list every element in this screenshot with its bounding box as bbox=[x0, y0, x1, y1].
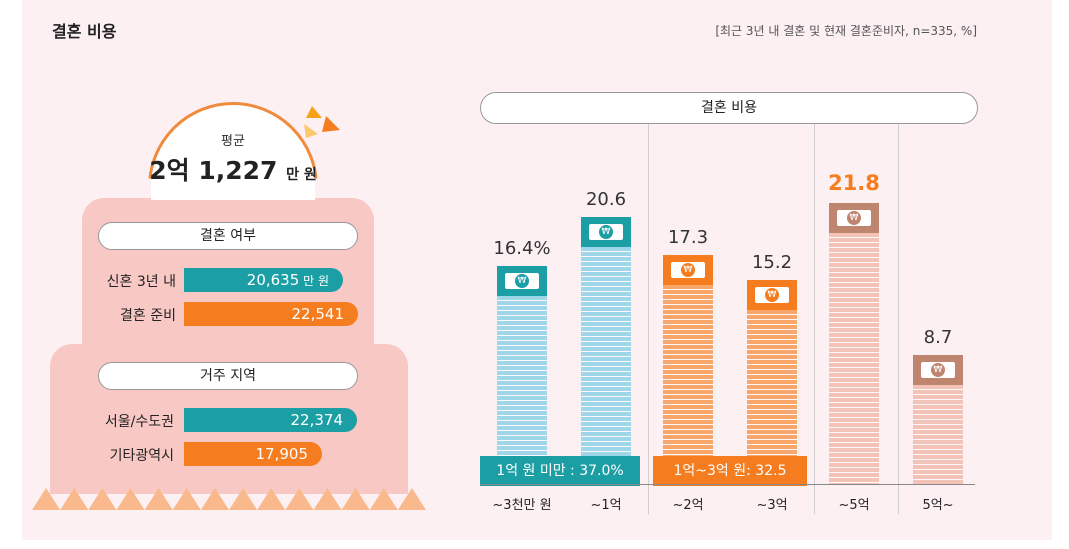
group-separator bbox=[648, 124, 649, 514]
bar-value-label: 15.2 bbox=[751, 252, 793, 273]
bar-3 bbox=[747, 280, 797, 484]
banknote-icon: ₩ bbox=[663, 255, 713, 285]
row-bar: 20,635 만 원 bbox=[184, 268, 343, 292]
category-label: ~1억 bbox=[590, 498, 622, 513]
section-title-1: 거주 지역 bbox=[98, 362, 358, 390]
cake-scalloped-base bbox=[32, 488, 426, 510]
chart-baseline bbox=[480, 484, 975, 485]
bar-value-label: 8.7 bbox=[923, 327, 953, 348]
row-bar: 17,905 bbox=[184, 442, 322, 466]
bar-2 bbox=[663, 255, 713, 484]
category-label: ~3억 bbox=[756, 498, 788, 513]
page-title: 결혼 비용 bbox=[52, 22, 117, 41]
sparkle-decoration-icon bbox=[304, 106, 340, 138]
bar-value-label: 17.3 bbox=[667, 227, 709, 248]
bar-value-label: 16.4% bbox=[493, 238, 551, 259]
row-bar: 22,541 bbox=[184, 302, 358, 326]
row-value: 22,541 bbox=[291, 305, 345, 323]
category-label: ~2억 bbox=[672, 498, 704, 513]
category-label: ~5억 bbox=[838, 498, 870, 513]
category-label: ~3천만 원 bbox=[492, 498, 552, 513]
group-summary-label: 1억 원 미만 : 37.0% bbox=[480, 456, 640, 486]
row-unit: 만 원 bbox=[299, 274, 329, 288]
banknote-icon: ₩ bbox=[829, 203, 879, 233]
row-label: 결혼 준비 bbox=[120, 308, 176, 324]
banknote-icon: ₩ bbox=[747, 280, 797, 310]
row-label: 기타광역시 bbox=[109, 448, 174, 464]
bar-0 bbox=[497, 266, 547, 484]
group-separator bbox=[898, 124, 899, 514]
row-label: 신혼 3년 내 bbox=[106, 274, 176, 290]
group-separator bbox=[814, 124, 815, 514]
banknote-icon: ₩ bbox=[497, 266, 547, 296]
row-value: 20,635 bbox=[246, 271, 300, 289]
section-title-0: 결혼 여부 bbox=[98, 222, 358, 250]
bar-4 bbox=[829, 203, 879, 484]
group-summary-label: 1억~3억 원: 32.5 bbox=[653, 456, 807, 486]
banknote-icon: ₩ bbox=[581, 217, 631, 247]
row-bar: 22,374 bbox=[184, 408, 357, 432]
row-value: 17,905 bbox=[255, 445, 309, 463]
bar-1 bbox=[581, 217, 631, 484]
bar-value-label: 20.6 bbox=[585, 189, 627, 210]
banknote-icon: ₩ bbox=[913, 355, 963, 385]
cake-base-scallops bbox=[32, 488, 426, 510]
chart-subtitle: [최근 3년 내 결혼 및 현재 결혼준비자, n=335, %] bbox=[715, 24, 977, 38]
row-value: 22,374 bbox=[290, 411, 344, 429]
category-label: 5억~ bbox=[922, 498, 954, 513]
row-label: 서울/수도권 bbox=[104, 414, 174, 430]
average-label: 평균 bbox=[221, 134, 245, 149]
chart-title-pill: 결혼 비용 bbox=[480, 92, 978, 124]
average-value: 2억 1,227 만 원 bbox=[149, 156, 317, 185]
bar-value-label: 21.8 bbox=[828, 171, 880, 195]
